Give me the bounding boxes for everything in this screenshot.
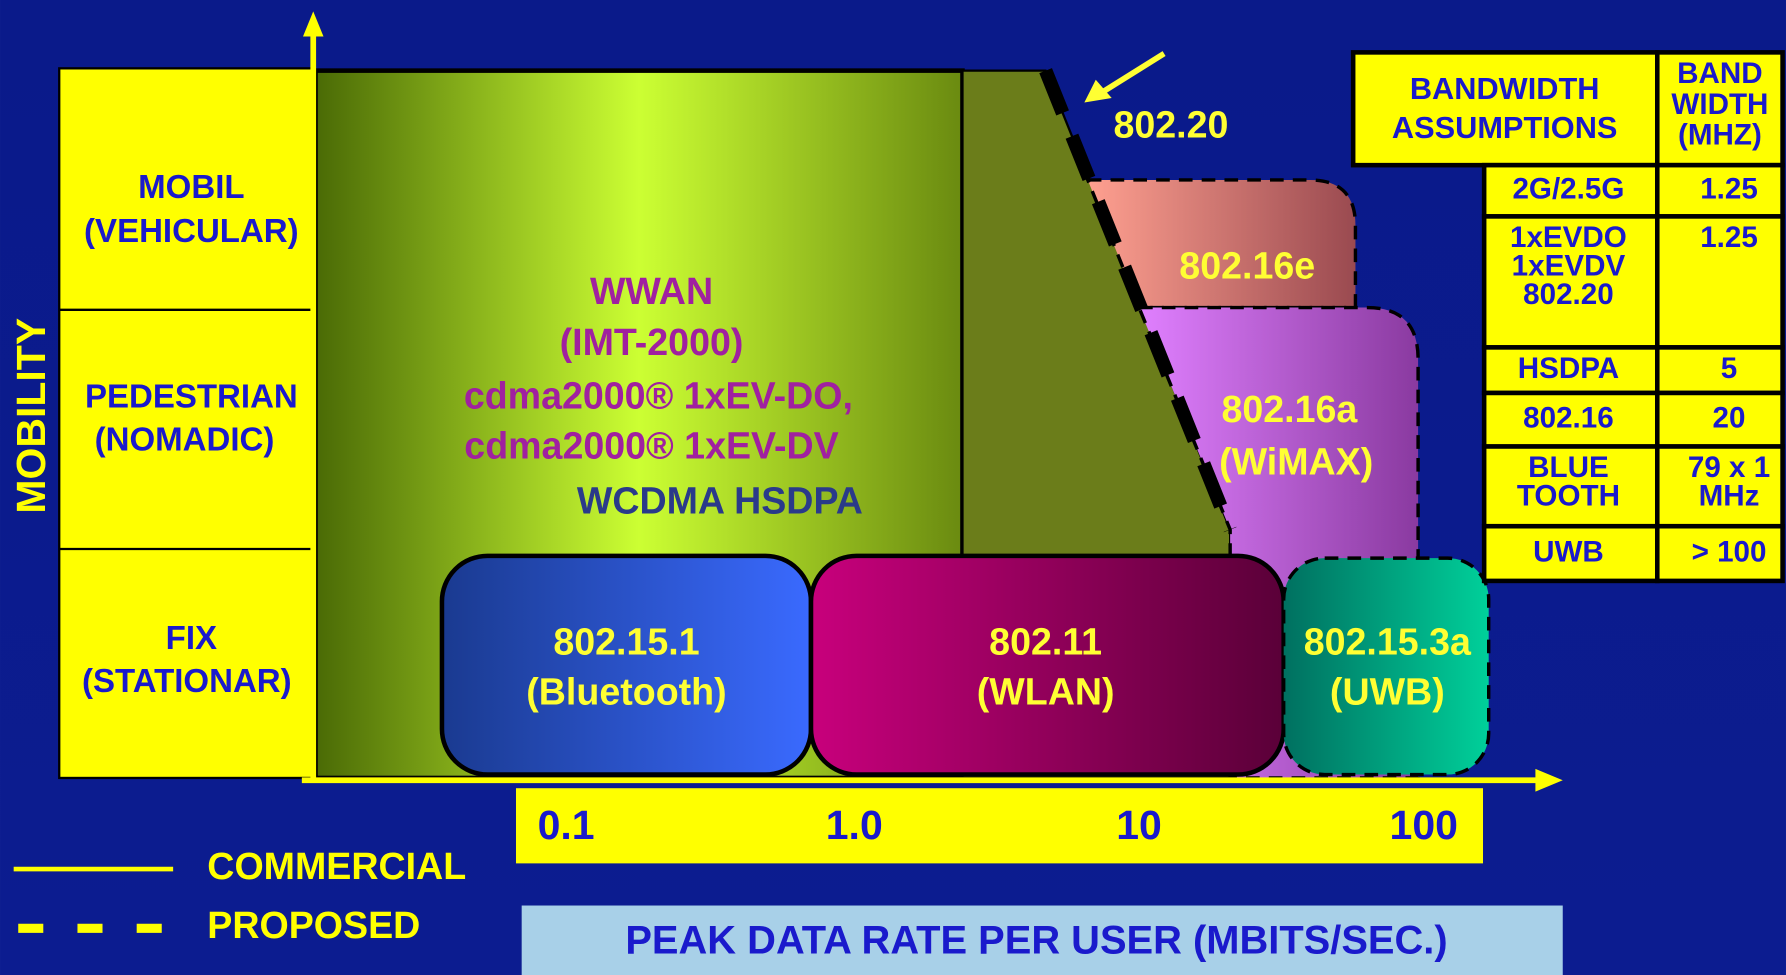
pointer-arrow — [1098, 51, 1166, 96]
table-text: ASSUMPTIONS — [1392, 110, 1618, 145]
table-text: 2G/2.5G — [1512, 173, 1624, 206]
region-label: 802.20 — [1113, 103, 1228, 145]
table-cell — [1350, 50, 1660, 168]
region-label: (UWB) — [1330, 671, 1445, 713]
table-cell — [1655, 214, 1785, 350]
mobility-column — [58, 67, 315, 780]
region-uwb — [1281, 556, 1491, 777]
proposed-boundary — [1039, 68, 1237, 533]
table-cell — [1481, 214, 1660, 350]
wwan-label: cdma2000® 1xEV-DO, — [464, 375, 853, 417]
y-axis-label: MOBILITY — [8, 318, 54, 514]
wwan-label: WWAN — [590, 270, 713, 312]
x-tick-band — [515, 788, 1484, 864]
bandwidth-table: BANDWIDTHASSUMPTIONSBANDWIDTH(MHZ)2G/2.5… — [1350, 50, 1785, 584]
region-label: 802.16e — [1179, 245, 1315, 287]
table-text: UWB — [1533, 535, 1604, 568]
x-axis-arrow — [1535, 768, 1563, 792]
region-label: 802.11 — [989, 621, 1102, 663]
wwan-label: cdma2000® 1xEV-DV — [464, 425, 838, 467]
x-axis-title-box — [521, 905, 1563, 975]
x-tick-label: 1.0 — [826, 802, 883, 848]
mobility-label: PEDESTRIAN — [85, 377, 298, 414]
wwan-label: (IMT-2000) — [560, 321, 744, 363]
table-text: 20 — [1713, 402, 1746, 435]
region-bluetooth — [439, 553, 814, 777]
table-text: 1xEVDO — [1510, 221, 1627, 254]
region-label: 802.16a — [1221, 388, 1358, 430]
table-text: BLUE — [1528, 451, 1609, 484]
x-tick-label: 10 — [1116, 802, 1162, 848]
table-text: MHz — [1699, 480, 1760, 513]
table-text: 1xEVDV — [1512, 249, 1626, 282]
table-text: 802.16 — [1523, 402, 1614, 435]
table-cell — [1655, 523, 1785, 584]
x-axis-title: PEAK DATA RATE PER USER (MBITS/SEC.) — [625, 919, 1447, 963]
table-text: 5 — [1721, 352, 1737, 385]
table-text: TOOTH — [1517, 480, 1620, 513]
table-cell — [1655, 444, 1785, 529]
pointer-arrow-head — [1084, 79, 1112, 103]
region-label: 802.15.3a — [1304, 621, 1472, 663]
table-text: WIDTH — [1671, 88, 1768, 121]
x-tick-label: 100 — [1390, 802, 1458, 848]
table-text: 1.25 — [1700, 221, 1758, 254]
table-cell — [1655, 50, 1785, 168]
table-text: > 100 — [1692, 535, 1767, 568]
legend-label: COMMERCIAL — [207, 845, 466, 887]
table-text: 1.25 — [1700, 173, 1758, 206]
table-text: (MHZ) — [1678, 119, 1762, 152]
region-label: (Bluetooth) — [526, 671, 726, 713]
table-cell — [1481, 523, 1660, 584]
table-text: BAND — [1677, 57, 1763, 90]
region-wlan — [808, 553, 1286, 777]
region-label: (WLAN) — [977, 671, 1115, 713]
region-80216e — [1085, 178, 1358, 310]
y-axis-arrow — [302, 11, 324, 37]
mobility-label: (NOMADIC) — [95, 421, 275, 458]
mobility-label: FIX — [166, 619, 217, 656]
mobility-label: (VEHICULAR) — [84, 212, 299, 249]
table-text: BANDWIDTH — [1410, 71, 1600, 106]
wwan-sub-label: WCDMA HSDPA — [577, 479, 863, 521]
x-tick-label: 0.1 — [538, 802, 595, 848]
region-label: (WiMAX) — [1219, 441, 1373, 483]
mobility-label: (STATIONAR) — [82, 662, 292, 699]
table-text: HSDPA — [1518, 352, 1619, 385]
legend-label: PROPOSED — [207, 904, 420, 946]
table-text: 802.20 — [1523, 278, 1614, 311]
mobility-label: MOBIL — [138, 168, 244, 205]
table-cell — [1481, 444, 1660, 529]
region-label: 802.15.1 — [553, 621, 699, 663]
table-text: 79 x 1 — [1688, 451, 1770, 484]
table-cell — [1655, 345, 1785, 396]
